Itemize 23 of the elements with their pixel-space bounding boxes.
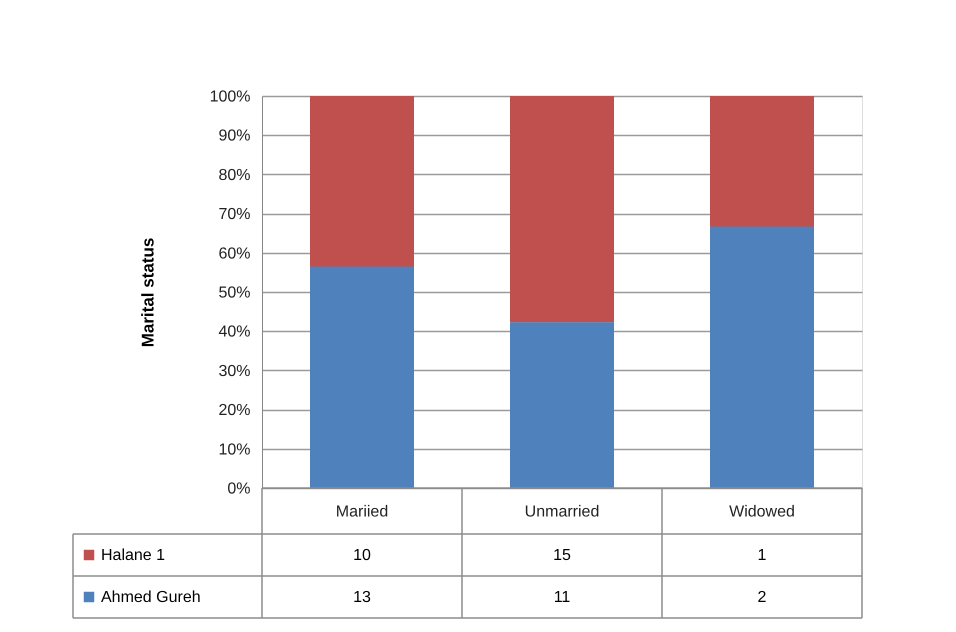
x-tick-label: Unmarried bbox=[524, 504, 600, 520]
y-tick-label: 90% bbox=[218, 128, 250, 145]
x-tick-label: Mariied bbox=[336, 504, 388, 520]
text: 10 bbox=[353, 547, 371, 564]
legend-label: Halane 1 bbox=[101, 547, 166, 564]
y-tick-label: 30% bbox=[218, 362, 250, 380]
legend-label: Ahmed Gureh bbox=[101, 589, 201, 606]
x-tick-label: Widowed bbox=[729, 504, 795, 520]
y-tick-label: 50% bbox=[218, 284, 250, 302]
text: 1 bbox=[758, 547, 767, 564]
y-tick-label: 70% bbox=[218, 206, 250, 224]
text: 13 bbox=[353, 589, 371, 606]
y-tick-label: 0% bbox=[227, 480, 250, 498]
text: 11 bbox=[554, 589, 570, 606]
y-tick-label: 20% bbox=[218, 402, 250, 420]
y-axis-title: Marital status bbox=[138, 238, 158, 348]
y-tick-label: 80% bbox=[218, 166, 250, 184]
text: 15 bbox=[553, 547, 571, 564]
y-tick-label: 40% bbox=[218, 324, 250, 341]
y-tick-label: 100% bbox=[210, 88, 250, 106]
text: 2 bbox=[758, 589, 767, 606]
y-tick-label: 10% bbox=[218, 441, 250, 458]
y-tick-label: 60% bbox=[218, 245, 250, 262]
